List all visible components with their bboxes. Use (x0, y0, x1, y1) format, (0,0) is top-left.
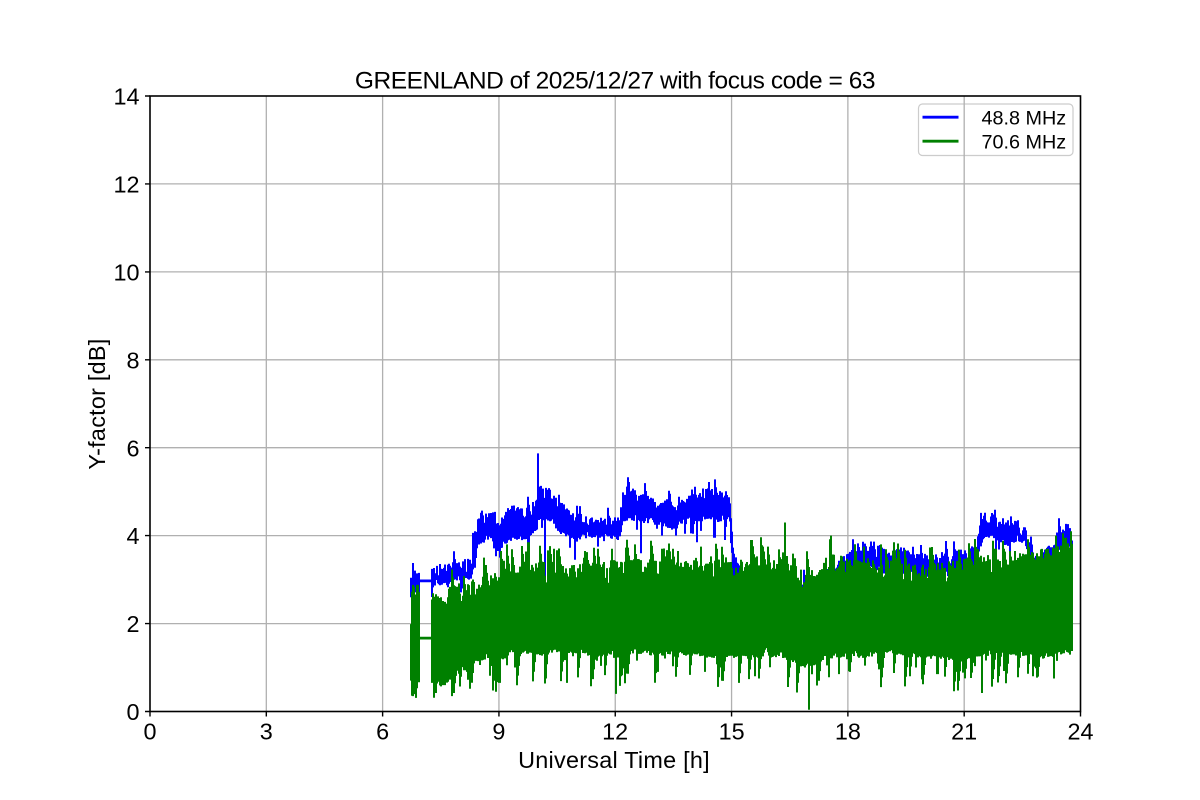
svg-text:GREENLAND of 2025/12/27 with f: GREENLAND of 2025/12/27 with focus code … (355, 68, 875, 95)
svg-text:21: 21 (951, 719, 977, 745)
svg-text:14: 14 (113, 84, 139, 110)
svg-text:70.6 MHz: 70.6 MHz (982, 132, 1067, 154)
svg-text:12: 12 (602, 719, 628, 745)
svg-text:Universal Time [h]: Universal Time [h] (518, 747, 710, 773)
svg-text:18: 18 (835, 719, 861, 745)
svg-text:24: 24 (1067, 719, 1093, 745)
svg-text:48.8 MHz: 48.8 MHz (982, 108, 1067, 130)
svg-text:9: 9 (492, 719, 505, 745)
svg-text:8: 8 (126, 347, 139, 373)
svg-text:6: 6 (376, 719, 389, 745)
svg-text:12: 12 (113, 172, 139, 198)
svg-text:3: 3 (260, 719, 273, 745)
svg-text:6: 6 (126, 435, 139, 461)
svg-text:4: 4 (126, 523, 139, 549)
svg-text:10: 10 (113, 260, 139, 286)
svg-text:15: 15 (719, 719, 745, 745)
svg-text:2: 2 (126, 611, 139, 637)
svg-text:Y-factor [dB]: Y-factor [dB] (84, 338, 110, 469)
svg-text:0: 0 (143, 719, 156, 745)
svg-text:0: 0 (126, 699, 139, 725)
